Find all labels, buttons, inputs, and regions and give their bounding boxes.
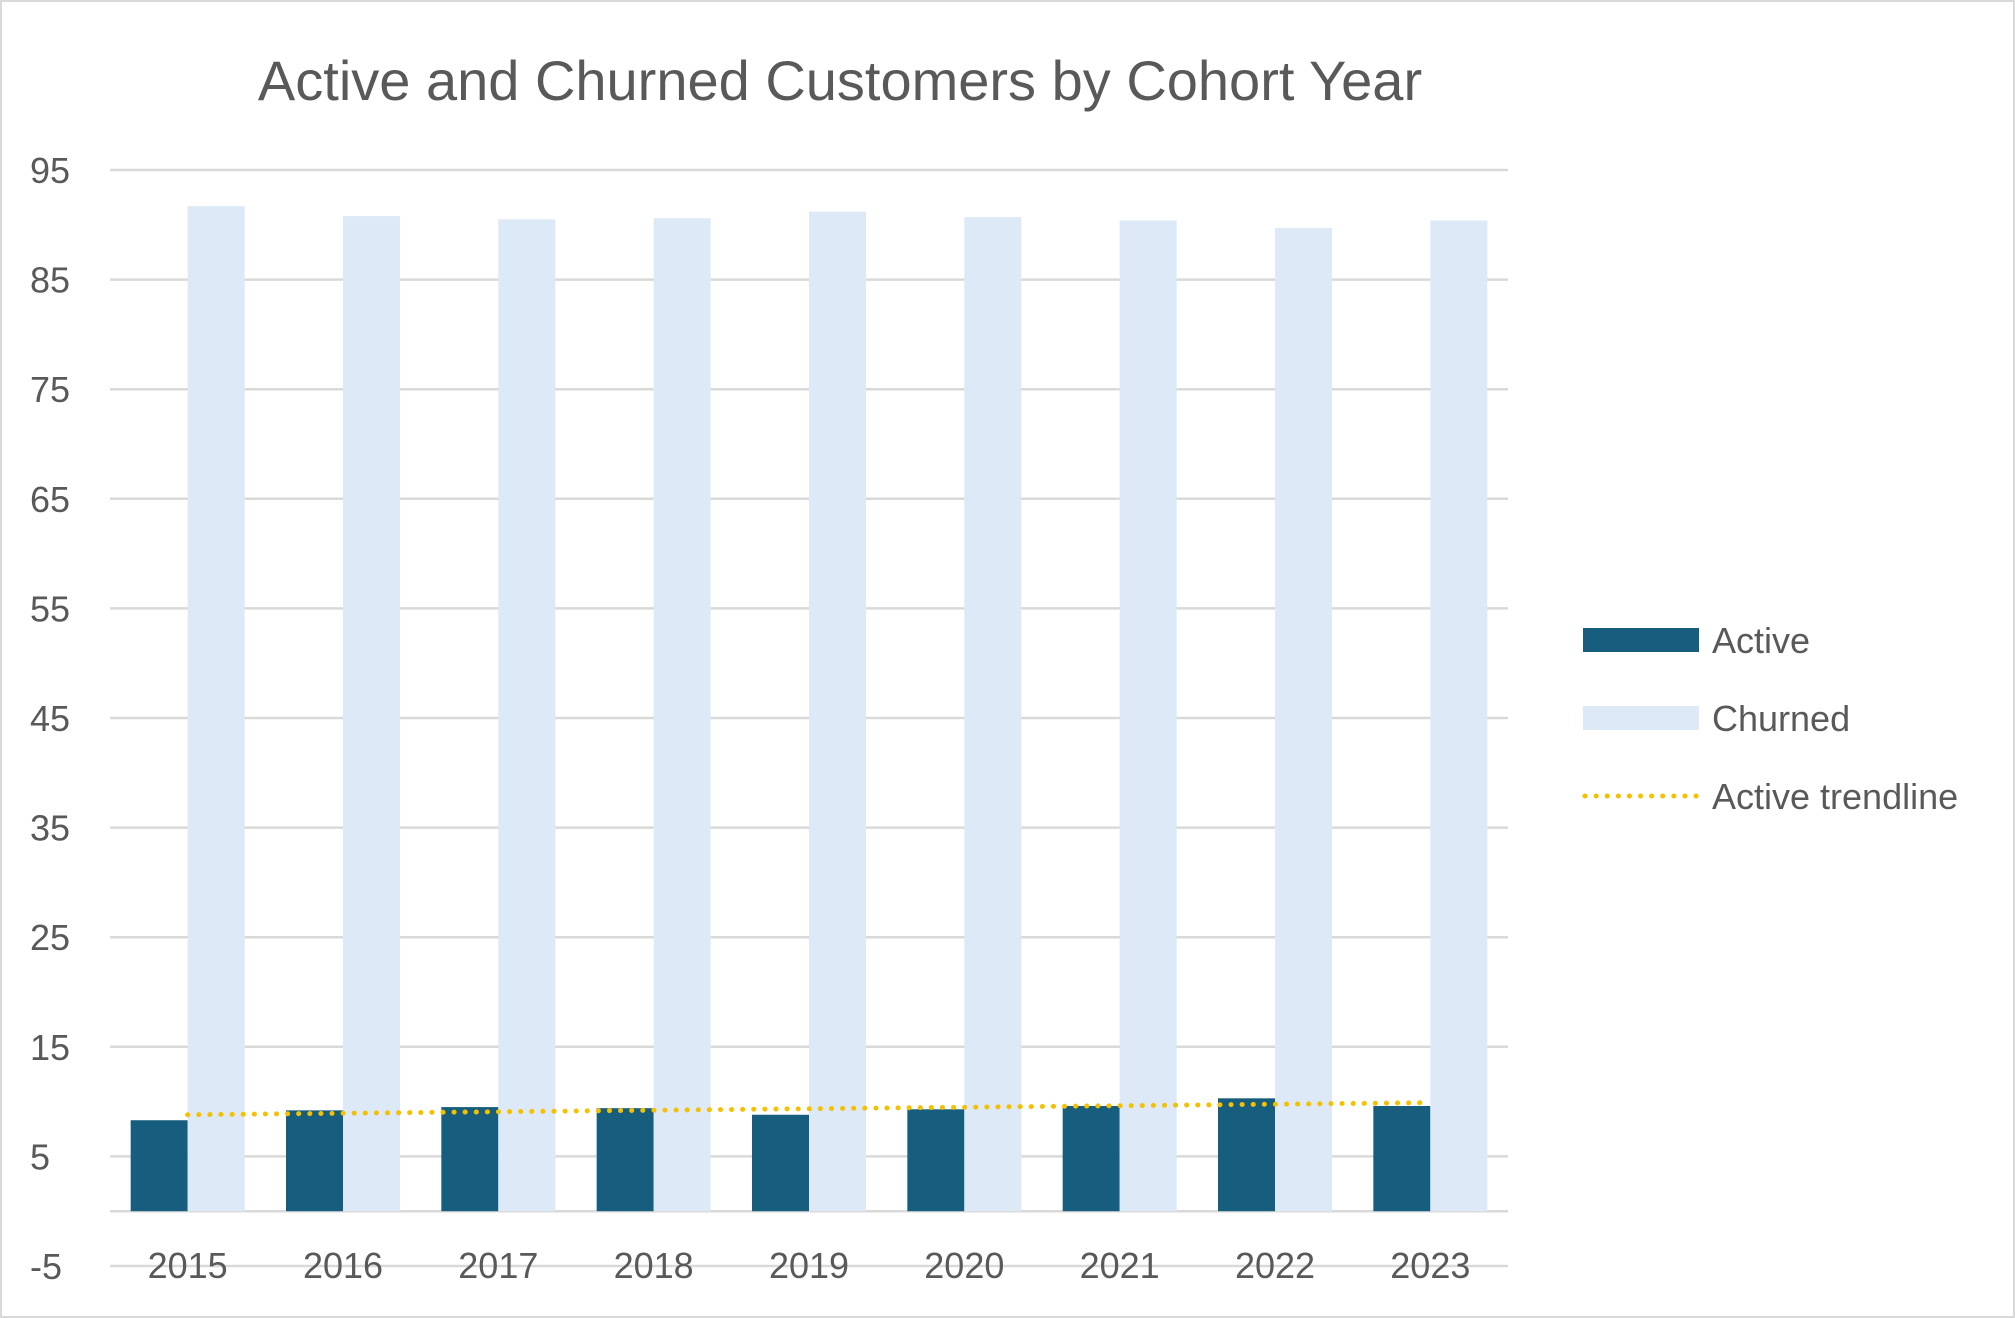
- churned-bar-2022: [1275, 228, 1332, 1212]
- active-bar-2015: [130, 1120, 188, 1212]
- legend-swatch-active: [1583, 628, 1699, 652]
- active-bar-2020: [907, 1109, 965, 1212]
- x-tick-label-2017: 2017: [458, 1245, 538, 1286]
- y-tick-label: 5: [30, 1136, 50, 1177]
- y-tick-label: 65: [30, 479, 70, 520]
- legend-label-active: Active: [1712, 620, 1810, 661]
- bars: [130, 206, 1488, 1212]
- active-bar-2019: [752, 1114, 809, 1212]
- active-bar-2016: [286, 1110, 343, 1212]
- active-bar-2018: [596, 1108, 654, 1212]
- x-tick-label-2022: 2022: [1235, 1245, 1315, 1286]
- churned-bar-2021: [1119, 220, 1177, 1212]
- y-tick-label: 45: [30, 698, 70, 739]
- churned-bar-2018: [653, 218, 711, 1212]
- x-tick-label-2023: 2023: [1390, 1245, 1470, 1286]
- x-tick-label-2018: 2018: [614, 1245, 694, 1286]
- y-tick-label: 75: [30, 369, 70, 410]
- chart-title: Active and Churned Customers by Cohort Y…: [257, 49, 1423, 112]
- y-tick-label: 25: [30, 917, 70, 958]
- y-axis: 95 85 75 65 55 45 35 25 15 5 -5: [30, 150, 70, 1287]
- active-trendline: [185, 1100, 1433, 1118]
- y-tick-label: 15: [30, 1027, 70, 1068]
- churned-bar-2017: [498, 219, 556, 1212]
- x-tick-label-2015: 2015: [148, 1245, 228, 1286]
- x-axis: 2015 2016 2017 2018 2019 2020 2021 2022 2023: [148, 1245, 1471, 1286]
- active-bar-2017: [441, 1107, 499, 1212]
- legend: Active Churned Active trendline: [1582, 620, 1958, 817]
- churned-bar-2023: [1430, 220, 1488, 1212]
- y-tick-label: -5: [30, 1246, 62, 1287]
- active-bar-2021: [1062, 1105, 1120, 1212]
- legend-swatch-churned: [1583, 706, 1699, 730]
- x-tick-label-2020: 2020: [924, 1245, 1004, 1286]
- churned-bar-2015: [187, 206, 245, 1212]
- legend-label-churned: Churned: [1712, 698, 1850, 739]
- y-tick-label: 95: [30, 150, 70, 191]
- x-tick-label-2021: 2021: [1080, 1245, 1160, 1286]
- legend-label-trendline: Active trendline: [1712, 776, 1958, 817]
- y-tick-label: 55: [30, 588, 70, 629]
- active-bar-2022: [1218, 1098, 1275, 1212]
- active-bar-2023: [1373, 1105, 1431, 1212]
- y-tick-label: 85: [30, 260, 70, 301]
- y-tick-label: 35: [30, 808, 70, 849]
- churned-bar-2019: [809, 211, 866, 1212]
- churned-bar-2020: [964, 217, 1022, 1212]
- x-tick-label-2016: 2016: [303, 1245, 383, 1286]
- churned-bar-2016: [343, 216, 400, 1212]
- x-tick-label-2019: 2019: [769, 1245, 849, 1286]
- trendline-layer: [185, 1100, 1433, 1118]
